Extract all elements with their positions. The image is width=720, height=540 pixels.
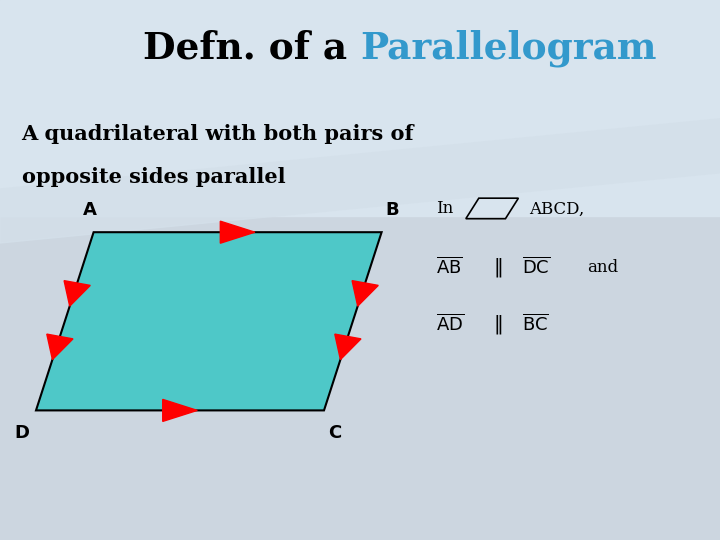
Text: A quadrilateral with both pairs of: A quadrilateral with both pairs of: [22, 124, 414, 144]
Text: Defn. of a: Defn. of a: [143, 30, 360, 67]
Text: B: B: [386, 201, 399, 219]
Text: D: D: [14, 424, 29, 442]
Text: $\overline{\mathrm{AD}}$: $\overline{\mathrm{AD}}$: [436, 314, 464, 334]
Text: $\Vert$: $\Vert$: [493, 313, 503, 335]
Bar: [0, 0, 720, 216]
Polygon shape: [36, 232, 382, 410]
Polygon shape: [64, 281, 90, 306]
Polygon shape: [352, 281, 378, 306]
Text: ABCD,: ABCD,: [529, 200, 585, 218]
Polygon shape: [163, 400, 197, 421]
Polygon shape: [0, 119, 720, 243]
Text: $\Vert$: $\Vert$: [493, 256, 503, 279]
Text: opposite sides parallel: opposite sides parallel: [22, 167, 285, 187]
Text: and: and: [587, 259, 618, 276]
Text: $\overline{\mathrm{AB}}$: $\overline{\mathrm{AB}}$: [436, 257, 462, 278]
Polygon shape: [220, 221, 255, 243]
Text: A: A: [83, 201, 97, 219]
Polygon shape: [47, 334, 73, 360]
Polygon shape: [335, 334, 361, 360]
Text: $\overline{\mathrm{BC}}$: $\overline{\mathrm{BC}}$: [522, 314, 549, 334]
Text: In: In: [436, 200, 453, 218]
Text: Parallelogram: Parallelogram: [360, 30, 657, 67]
Text: $\overline{\mathrm{DC}}$: $\overline{\mathrm{DC}}$: [522, 257, 550, 278]
Text: C: C: [328, 424, 341, 442]
